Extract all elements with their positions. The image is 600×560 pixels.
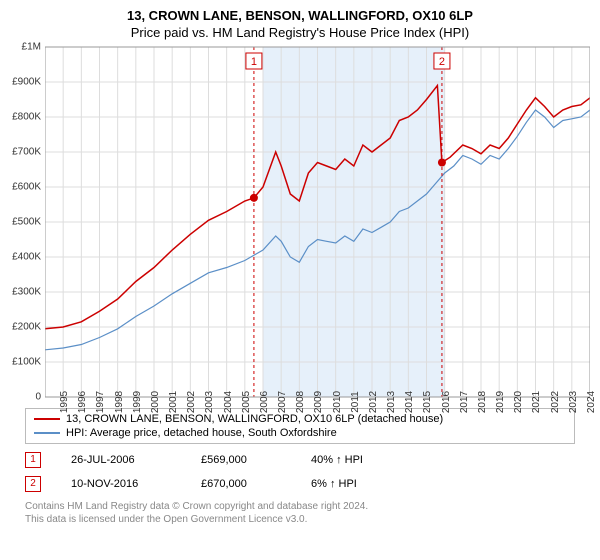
- legend-row-hpi: HPI: Average price, detached house, Sout…: [34, 426, 566, 440]
- legend-label-hpi: HPI: Average price, detached house, Sout…: [66, 427, 337, 439]
- y-axis-label: £400K: [12, 251, 45, 262]
- marker-row: 2 10-NOV-2016 £670,000 6% ↑ HPI: [0, 472, 600, 496]
- marker-price: £569,000: [201, 454, 281, 466]
- y-axis-label: £800K: [12, 111, 45, 122]
- chart-svg: 12: [45, 42, 590, 402]
- x-axis-label: 2025: [590, 391, 600, 413]
- marker-date: 26-JUL-2006: [71, 454, 171, 466]
- marker-badge: 2: [25, 476, 41, 492]
- legend-label-property: 13, CROWN LANE, BENSON, WALLINGFORD, OX1…: [66, 413, 443, 425]
- y-axis-label: £500K: [12, 216, 45, 227]
- y-axis-label: £100K: [12, 356, 45, 367]
- title-line1: 13, CROWN LANE, BENSON, WALLINGFORD, OX1…: [127, 8, 473, 23]
- legend-box: 13, CROWN LANE, BENSON, WALLINGFORD, OX1…: [25, 408, 575, 444]
- y-axis-label: £200K: [12, 321, 45, 332]
- marker-row: 1 26-JUL-2006 £569,000 40% ↑ HPI: [0, 448, 600, 472]
- svg-text:1: 1: [251, 56, 257, 68]
- legend-swatch-hpi: [34, 432, 60, 434]
- y-axis-label: 0: [35, 391, 45, 402]
- y-axis-label: £900K: [12, 76, 45, 87]
- y-axis-label: £700K: [12, 146, 45, 157]
- legend-swatch-property: [34, 418, 60, 420]
- y-axis-label: £300K: [12, 286, 45, 297]
- marker-rows: 1 26-JUL-2006 £569,000 40% ↑ HPI 2 10-NOV-201…: [0, 448, 600, 496]
- y-axis-label: £600K: [12, 181, 45, 192]
- marker-delta: 40% ↑ HPI: [311, 454, 363, 466]
- footer-line1: Contains HM Land Registry data © Crown c…: [25, 501, 368, 512]
- footer-note: Contains HM Land Registry data © Crown c…: [0, 496, 600, 526]
- marker-delta: 6% ↑ HPI: [311, 478, 357, 490]
- svg-text:2: 2: [439, 56, 445, 68]
- marker-price: £670,000: [201, 478, 281, 490]
- marker-badge: 1: [25, 452, 41, 468]
- title-line2: Price paid vs. HM Land Registry's House …: [131, 25, 469, 40]
- footer-line2: This data is licensed under the Open Gov…: [25, 514, 307, 525]
- marker-date: 10-NOV-2016: [71, 478, 171, 490]
- legend-row-property: 13, CROWN LANE, BENSON, WALLINGFORD, OX1…: [34, 412, 566, 426]
- chart-area: 12 0£100K£200K£300K£400K£500K£600K£700K£…: [45, 42, 590, 402]
- y-axis-label: £1M: [22, 41, 45, 52]
- chart-title: 13, CROWN LANE, BENSON, WALLINGFORD, OX1…: [0, 0, 600, 42]
